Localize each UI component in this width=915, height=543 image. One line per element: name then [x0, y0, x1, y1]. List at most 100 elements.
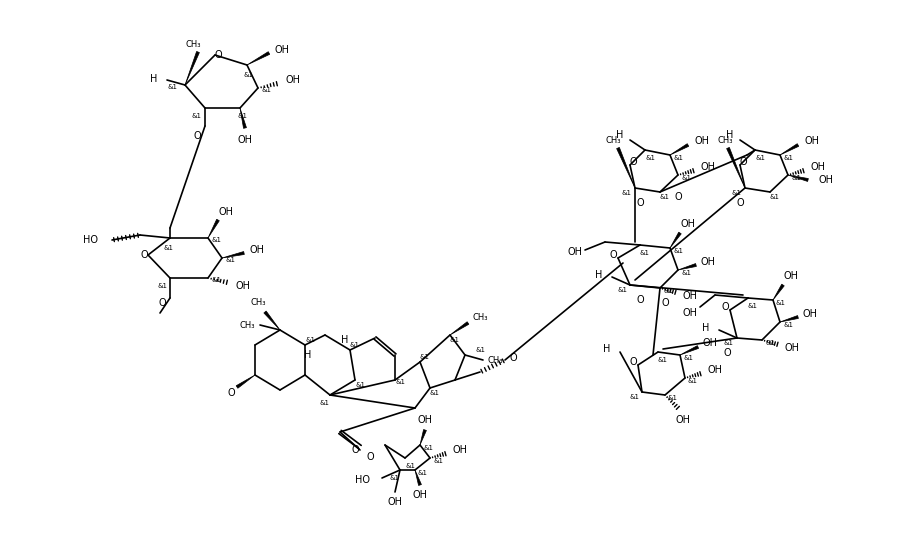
Text: &1: &1 — [350, 342, 360, 348]
Polygon shape — [450, 322, 468, 335]
Text: O: O — [636, 295, 644, 305]
Text: H: H — [702, 323, 709, 333]
Text: HO: HO — [354, 475, 370, 485]
Text: &1: &1 — [395, 379, 405, 385]
Text: &1: &1 — [390, 475, 400, 481]
Text: &1: &1 — [475, 347, 485, 353]
Text: H: H — [595, 270, 602, 280]
Text: &1: &1 — [748, 303, 758, 309]
Text: &1: &1 — [244, 72, 254, 78]
Text: &1: &1 — [765, 340, 775, 346]
Polygon shape — [773, 284, 784, 300]
Text: H: H — [305, 350, 312, 360]
Text: &1: &1 — [673, 248, 683, 254]
Text: &1: &1 — [668, 395, 678, 401]
Text: CH₃: CH₃ — [605, 136, 620, 144]
Text: &1: &1 — [261, 87, 271, 93]
Text: &1: &1 — [732, 190, 742, 196]
Text: OH: OH — [783, 271, 799, 281]
Polygon shape — [678, 263, 696, 270]
Text: OH: OH — [819, 175, 834, 185]
Text: O: O — [739, 157, 747, 167]
Text: H: H — [726, 130, 733, 140]
Text: O: O — [721, 302, 729, 312]
Text: H: H — [603, 344, 610, 354]
Polygon shape — [670, 144, 689, 155]
Text: &1: &1 — [724, 340, 734, 346]
Text: OH: OH — [387, 497, 403, 507]
Polygon shape — [240, 108, 246, 128]
Text: &1: &1 — [211, 237, 221, 243]
Text: O: O — [509, 353, 517, 363]
Polygon shape — [727, 147, 745, 188]
Text: O: O — [609, 250, 617, 260]
Text: &1: &1 — [770, 194, 780, 200]
Text: &1: &1 — [681, 270, 691, 276]
Text: OH: OH — [701, 162, 716, 172]
Text: &1: &1 — [433, 458, 443, 464]
Text: &1: &1 — [430, 390, 440, 396]
Text: O: O — [636, 198, 644, 208]
Text: OH: OH — [694, 136, 709, 146]
Polygon shape — [420, 430, 426, 445]
Text: &1: &1 — [629, 394, 639, 400]
Text: O: O — [140, 250, 148, 260]
Text: OH: OH — [681, 219, 695, 229]
Polygon shape — [208, 219, 220, 238]
Text: &1: &1 — [681, 175, 691, 181]
Text: &1: &1 — [663, 288, 673, 294]
Text: O: O — [674, 192, 682, 202]
Text: &1: &1 — [192, 113, 202, 119]
Text: &1: &1 — [168, 84, 178, 90]
Text: O: O — [366, 452, 374, 462]
Text: &1: &1 — [355, 382, 365, 388]
Text: OH: OH — [683, 308, 697, 318]
Text: OH: OH — [802, 309, 817, 319]
Polygon shape — [680, 346, 699, 355]
Text: O: O — [158, 298, 166, 308]
Polygon shape — [617, 147, 635, 188]
Text: &1: &1 — [237, 113, 247, 119]
Text: OH: OH — [701, 257, 716, 267]
Text: OH: OH — [235, 281, 251, 291]
Text: &1: &1 — [423, 445, 433, 451]
Text: &1: &1 — [645, 155, 655, 161]
Text: OH: OH — [707, 365, 723, 375]
Text: &1: &1 — [683, 355, 693, 361]
Text: OH: OH — [250, 245, 264, 255]
Text: CH₃: CH₃ — [185, 40, 200, 48]
Text: CH₃: CH₃ — [488, 356, 502, 364]
Text: &1: &1 — [660, 194, 670, 200]
Text: O: O — [227, 388, 235, 398]
Text: OH: OH — [453, 445, 468, 455]
Text: CH₃: CH₃ — [250, 298, 265, 306]
Text: &1: &1 — [673, 155, 683, 161]
Text: &1: &1 — [405, 463, 415, 469]
Text: &1: &1 — [320, 400, 330, 406]
Text: OH: OH — [784, 343, 800, 353]
Text: &1: &1 — [305, 337, 315, 343]
Text: OH: OH — [567, 247, 583, 257]
Text: H: H — [341, 335, 349, 345]
Text: &1: &1 — [688, 378, 698, 384]
Polygon shape — [247, 52, 270, 65]
Text: &1: &1 — [225, 257, 235, 263]
Text: H: H — [616, 130, 623, 140]
Text: &1: &1 — [783, 155, 793, 161]
Text: &1: &1 — [755, 155, 765, 161]
Text: OH: OH — [285, 75, 300, 85]
Text: HO: HO — [82, 235, 98, 245]
Polygon shape — [236, 375, 255, 388]
Text: &1: &1 — [420, 354, 430, 360]
Text: O: O — [630, 357, 637, 367]
Text: O: O — [662, 298, 669, 308]
Polygon shape — [264, 311, 280, 330]
Text: &1: &1 — [640, 250, 650, 256]
Text: &1: &1 — [211, 277, 221, 283]
Text: OH: OH — [274, 45, 289, 55]
Polygon shape — [670, 232, 682, 248]
Text: &1: &1 — [617, 287, 627, 293]
Text: &1: &1 — [418, 470, 428, 476]
Text: O: O — [630, 157, 637, 167]
Polygon shape — [780, 315, 799, 322]
